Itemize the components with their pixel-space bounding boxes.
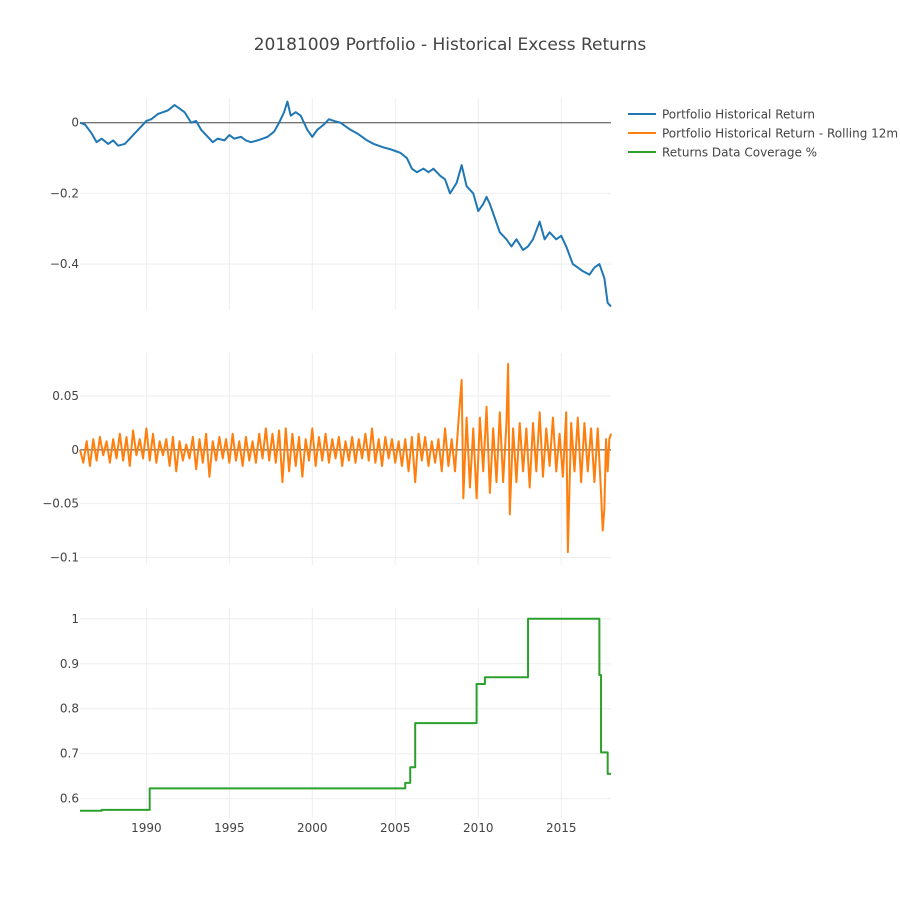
y-tick-label: 0.8 xyxy=(60,702,79,716)
y-tick-label: 0.6 xyxy=(60,792,79,806)
x-tick-label: 2010 xyxy=(463,821,494,835)
legend-label: Returns Data Coverage % xyxy=(662,146,817,160)
y-tick-label: 0.9 xyxy=(60,657,79,671)
x-axis: 1990 1995 2000 2005 2010 2015 xyxy=(131,821,576,835)
x-tick-label: 2005 xyxy=(380,821,411,835)
y-tick-label: 0 xyxy=(71,443,79,457)
y-tick-label: 0.7 xyxy=(60,747,79,761)
series-line-rolling xyxy=(79,362,612,554)
series-line-coverage xyxy=(80,617,611,812)
y-tick-label: 1 xyxy=(71,612,79,626)
subplot-coverage: 1 0.9 0.8 0.7 0.6 xyxy=(60,608,611,818)
subplot-rolling: 0.05 0 −0.05 −0.1 xyxy=(42,353,612,565)
x-tick-label: 2000 xyxy=(297,821,328,835)
x-tick-label: 2015 xyxy=(546,821,577,835)
legend-item-coverage[interactable]: Returns Data Coverage % xyxy=(628,146,817,160)
x-tick-label: 1990 xyxy=(131,821,162,835)
legend-label: Portfolio Historical Return xyxy=(662,108,815,122)
x-tick-label: 1995 xyxy=(214,821,245,835)
legend-item-cumulative[interactable]: Portfolio Historical Return xyxy=(628,108,815,122)
legend-label: Portfolio Historical Return - Rolling 12… xyxy=(662,127,898,141)
y-tick-label: −0.2 xyxy=(50,186,79,200)
y-tick-label: 0.05 xyxy=(52,389,79,403)
y-tick-label: −0.1 xyxy=(50,550,79,564)
subplot-cumulative: 0 −0.2 −0.4 xyxy=(50,98,612,310)
y-tick-label: −0.4 xyxy=(50,257,79,271)
chart-title: 20181009 Portfolio - Historical Excess R… xyxy=(254,35,647,55)
y-tick-label: 0 xyxy=(71,116,79,130)
y-tick-label: −0.05 xyxy=(42,497,79,511)
subplots: 0 −0.2 −0.4 0.05 0 −0.05 −0.1 1 0.9 0.8 0.7 0.6 1990… xyxy=(42,98,612,835)
legend-item-rolling[interactable]: Portfolio Historical Return - Rolling 12… xyxy=(628,127,898,141)
legend[interactable]: Portfolio Historical Return Portfolio Hi… xyxy=(628,108,898,160)
series-line-cumulative xyxy=(79,100,612,308)
